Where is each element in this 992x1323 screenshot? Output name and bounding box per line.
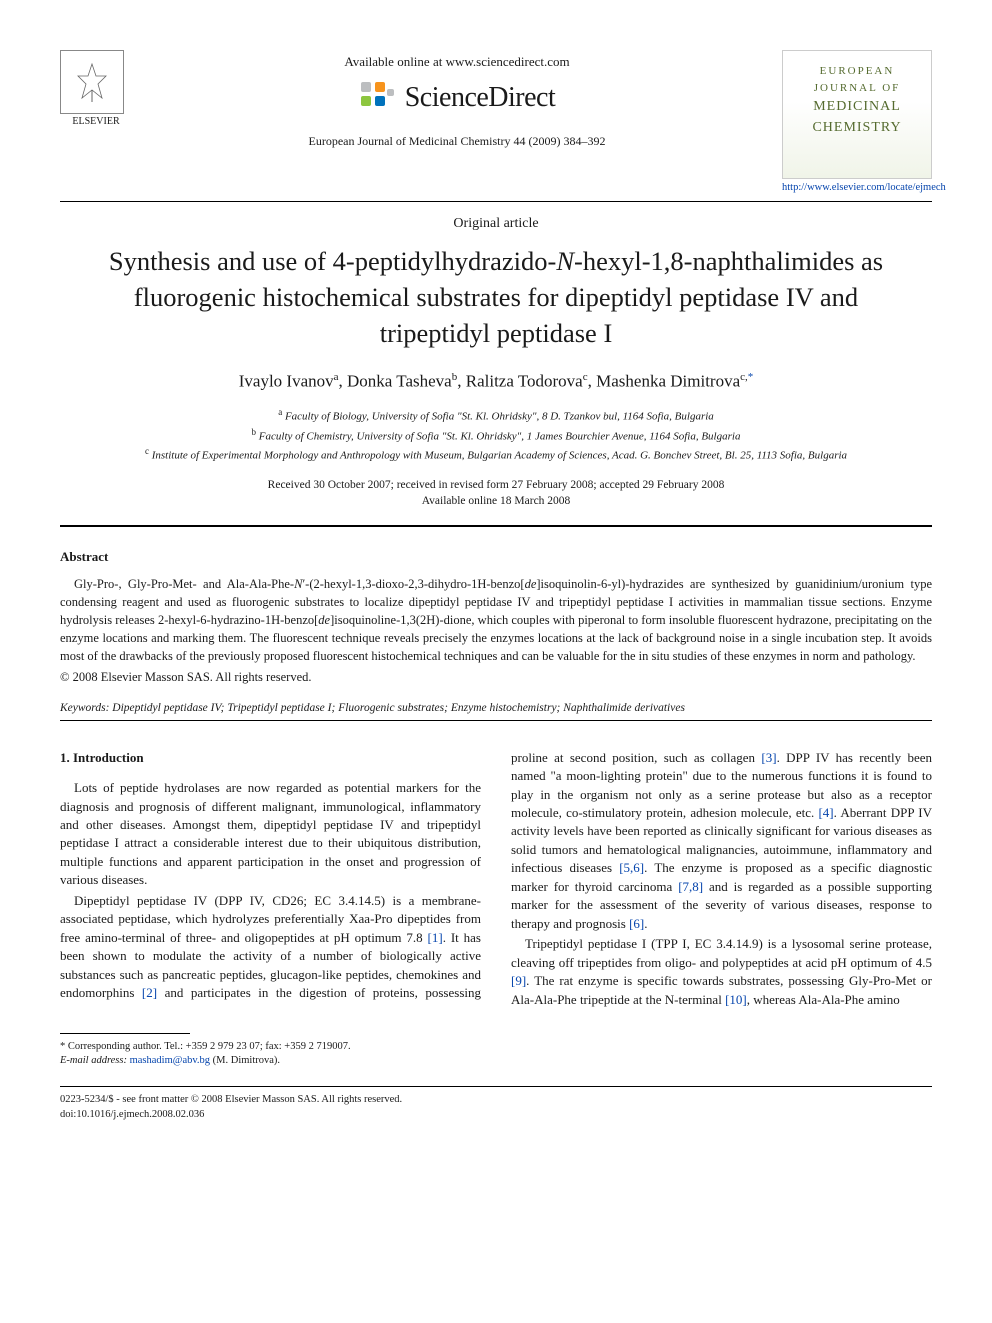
- footer-block: 0223-5234/$ - see front matter © 2008 El…: [60, 1093, 932, 1121]
- ref-56-link[interactable]: [5,6]: [619, 860, 644, 875]
- affil-b: Faculty of Chemistry, University of Sofi…: [259, 430, 741, 442]
- article-type: Original article: [60, 216, 932, 232]
- title-italic-N: N: [556, 246, 574, 276]
- cover-line1: EUROPEAN JOURNAL OF: [791, 63, 923, 96]
- available-online-text: Available online at www.sciencedirect.co…: [132, 54, 782, 70]
- p3-seg-c: , whereas Ala-Ala-Phe amino: [747, 992, 900, 1007]
- cover-box: EUROPEAN JOURNAL OF MEDICINAL CHEMISTRY: [782, 50, 932, 179]
- elsevier-logo: ELSEVIER: [60, 50, 132, 127]
- sciencedirect-text: ScienceDirect: [405, 82, 556, 114]
- affil-a: Faculty of Biology, University of Sofia …: [285, 411, 714, 423]
- header-row: ELSEVIER Available online at www.science…: [60, 50, 932, 193]
- sciencedirect-mark-icon: [359, 80, 395, 116]
- keywords-line: Keywords: Dipeptidyl peptidase IV; Tripe…: [60, 702, 932, 714]
- abs-ital-3: de: [318, 613, 330, 627]
- footer-rule: [60, 1086, 932, 1087]
- post-keywords-rule: [60, 720, 932, 721]
- body-columns: 1. Introduction Lots of peptide hydrolas…: [60, 749, 932, 1009]
- affil-c: Institute of Experimental Morphology and…: [152, 450, 847, 462]
- header-rule: [60, 201, 932, 202]
- footnote-separator: [60, 1033, 190, 1034]
- intro-para-3: Tripeptidyl peptidase I (TPP I, EC 3.4.1…: [511, 935, 932, 1009]
- author-3: Ralitza Todorova: [466, 372, 583, 391]
- article-title: Synthesis and use of 4-peptidylhydrazido…: [60, 244, 932, 351]
- abs-seg-1: Gly-Pro-, Gly-Pro-Met- and Ala-Ala-Phe-: [74, 577, 294, 591]
- author-1-affil: a: [334, 371, 339, 383]
- ref-78-link[interactable]: [7,8]: [678, 879, 703, 894]
- author-4: Mashenka Dimitrova: [596, 372, 740, 391]
- abstract-heading: Abstract: [60, 549, 932, 565]
- keywords-text: Dipeptidyl peptidase IV; Tripeptidyl pep…: [109, 702, 685, 714]
- keywords-label: Keywords:: [60, 702, 109, 714]
- doi-line: doi:10.1016/j.ejmech.2008.02.036: [60, 1108, 932, 1122]
- abs-ital-2: de: [525, 577, 537, 591]
- author-3-affil: c: [583, 371, 588, 383]
- email-who: (M. Dimitrova).: [210, 1055, 280, 1066]
- corresponding-author-link[interactable]: *: [748, 371, 754, 383]
- dates-received: Received 30 October 2007; received in re…: [60, 477, 932, 493]
- email-link[interactable]: mashadim@abv.bg: [130, 1055, 210, 1066]
- ref-10-link[interactable]: [10]: [725, 992, 747, 1007]
- intro-para-1: Lots of peptide hydrolases are now regar…: [60, 779, 481, 890]
- sciencedirect-logo: ScienceDirect: [132, 80, 782, 116]
- elsevier-tree-icon: [60, 50, 124, 114]
- footnote-block: * Corresponding author. Tel.: +359 2 979…: [60, 1040, 932, 1068]
- ref-1-link[interactable]: [1]: [428, 930, 443, 945]
- article-dates: Received 30 October 2007; received in re…: [60, 477, 932, 509]
- p3-seg-a: Tripeptidyl peptidase I (TPP I, EC 3.4.1…: [511, 936, 932, 969]
- author-2-affil: b: [452, 371, 458, 383]
- cover-line3: CHEMISTRY: [791, 117, 923, 138]
- p2-seg-a: Dipeptidyl peptidase IV (DPP IV, CD26; E…: [60, 893, 481, 945]
- authors-line: Ivaylo Ivanova, Donka Tashevab, Ralitza …: [60, 371, 932, 392]
- ref-6-link[interactable]: [6]: [629, 916, 644, 931]
- corresponding-author-note: * Corresponding author. Tel.: +359 2 979…: [60, 1040, 932, 1054]
- journal-homepage-link[interactable]: http://www.elsevier.com/locate/ejmech: [782, 182, 932, 193]
- author-2: Donka Tasheva: [347, 372, 452, 391]
- ref-2-link[interactable]: [2]: [142, 985, 157, 1000]
- abstract-copyright: © 2008 Elsevier Masson SAS. All rights r…: [60, 668, 932, 686]
- dates-online: Available online 18 March 2008: [60, 493, 932, 509]
- ref-3-link[interactable]: [3]: [761, 750, 776, 765]
- author-4-affil: c,: [740, 371, 748, 383]
- abs-seg-2: ′-(2-hexyl-1,3-dioxo-2,3-dihydro-1H-benz…: [302, 577, 524, 591]
- email-label: E-mail address:: [60, 1055, 127, 1066]
- p2-seg-h: .: [644, 916, 647, 931]
- pre-abstract-rule: [60, 525, 932, 527]
- abstract-text: Gly-Pro-, Gly-Pro-Met- and Ala-Ala-Phe-N…: [60, 575, 932, 666]
- ref-9-link[interactable]: [9]: [511, 973, 526, 988]
- center-block: Available online at www.sciencedirect.co…: [132, 50, 782, 149]
- journal-reference: European Journal of Medicinal Chemistry …: [132, 134, 782, 149]
- affiliations: a Faculty of Biology, University of Sofi…: [60, 406, 932, 465]
- author-1: Ivaylo Ivanov: [239, 372, 334, 391]
- front-matter-line: 0223-5234/$ - see front matter © 2008 El…: [60, 1093, 932, 1107]
- title-part-1: Synthesis and use of 4-peptidylhydrazido…: [109, 246, 556, 276]
- journal-cover: EUROPEAN JOURNAL OF MEDICINAL CHEMISTRY …: [782, 50, 932, 193]
- section-1-heading: 1. Introduction: [60, 749, 481, 767]
- elsevier-label: ELSEVIER: [60, 116, 132, 127]
- ref-4-link[interactable]: [4]: [818, 805, 833, 820]
- cover-line2: MEDICINAL: [791, 96, 923, 117]
